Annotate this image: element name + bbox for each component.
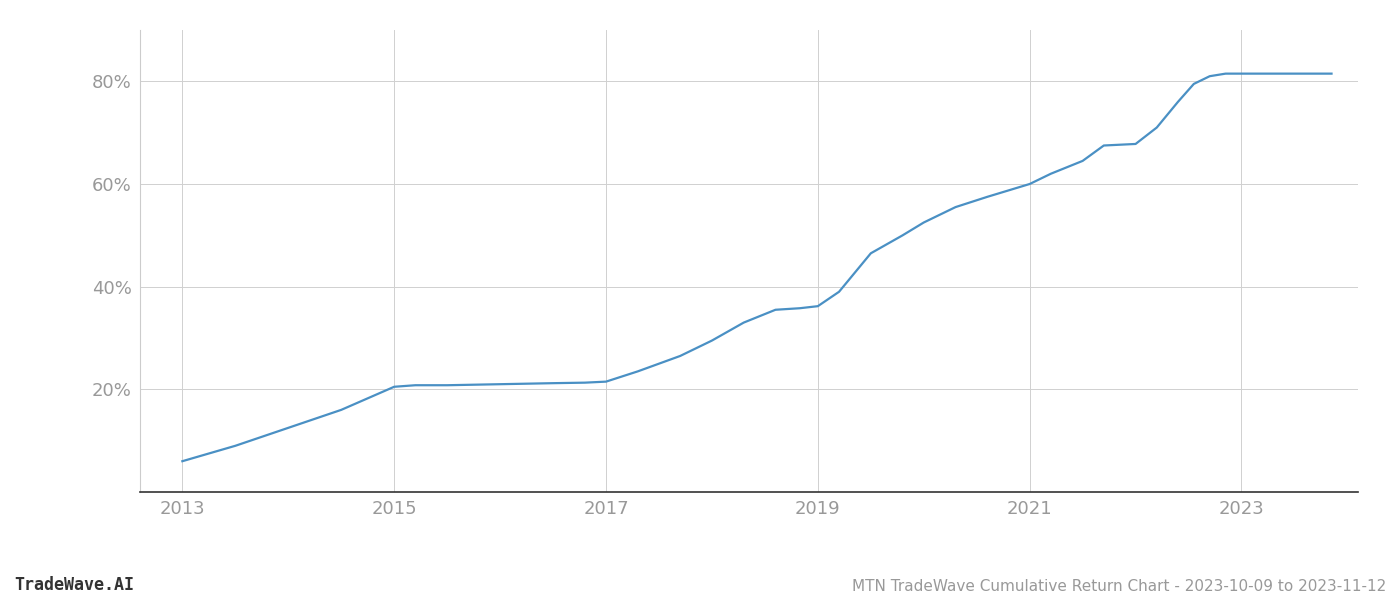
Text: TradeWave.AI: TradeWave.AI <box>14 576 134 594</box>
Text: MTN TradeWave Cumulative Return Chart - 2023-10-09 to 2023-11-12: MTN TradeWave Cumulative Return Chart - … <box>851 579 1386 594</box>
